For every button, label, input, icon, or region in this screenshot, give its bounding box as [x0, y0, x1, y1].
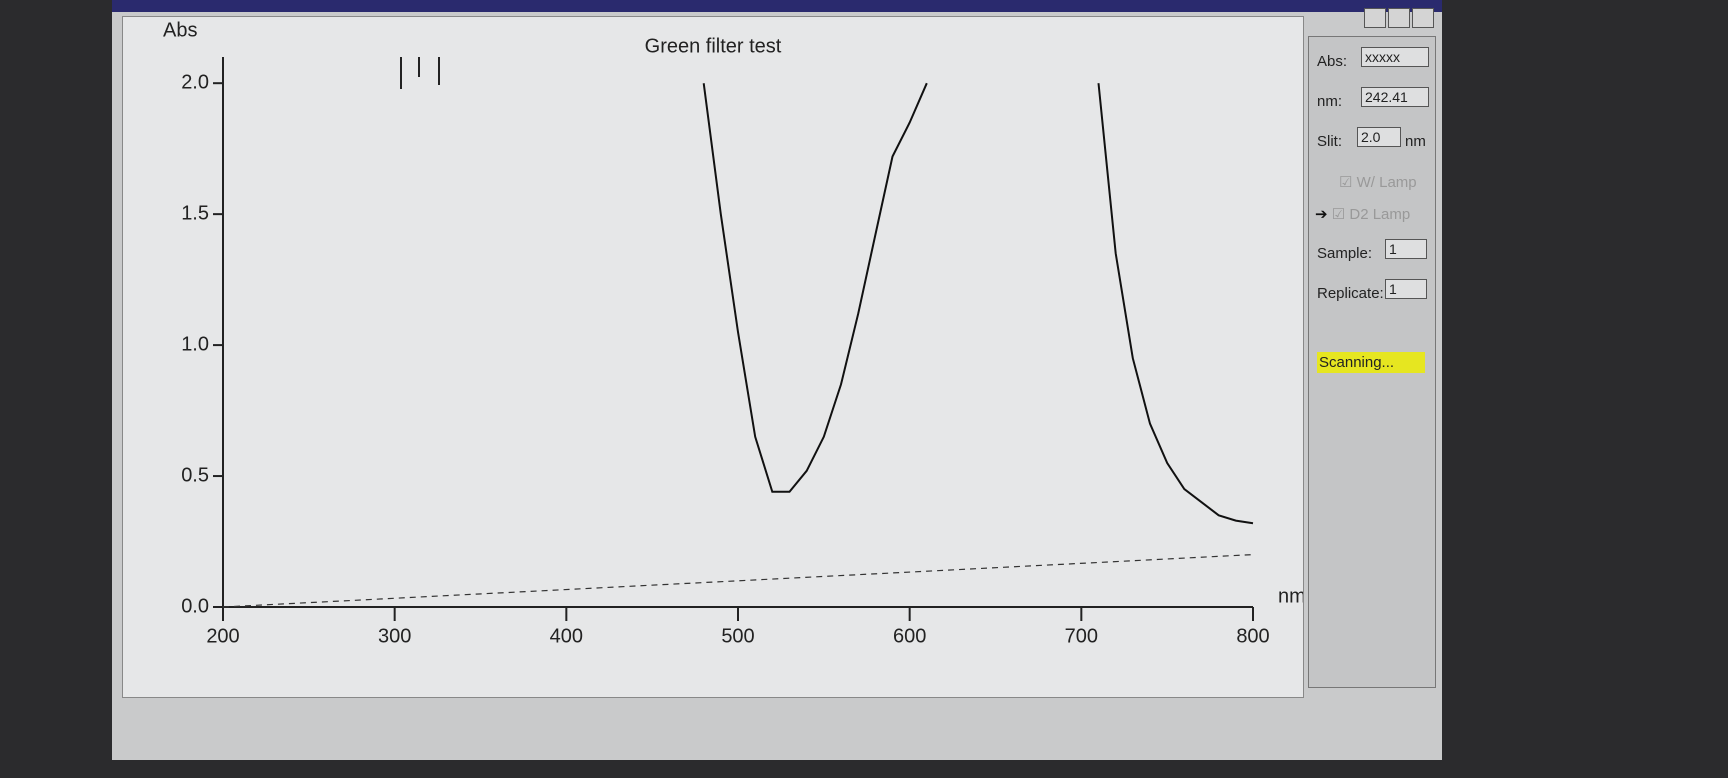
status-indicator: Scanning... [1317, 352, 1425, 373]
lamp-label: D2 Lamp [1349, 206, 1411, 223]
cursor-marks [400, 57, 440, 89]
x-tick-label: 400 [550, 625, 583, 647]
replicate-label: Replicate: [1317, 285, 1384, 302]
side-panel: Abs: xxxxx nm: 242.41 Slit: 2.0 nm ☑ W/ … [1308, 36, 1436, 688]
app-window: Green filter test Abs nm 0.0 0.5 1.0 1.5 2.0… [112, 0, 1442, 760]
y-tick-label: 2.0 [181, 71, 209, 93]
y-tick-label: 0.0 [181, 595, 209, 617]
x-tick-label: 300 [378, 625, 411, 647]
slit-field[interactable]: 2.0 [1357, 127, 1401, 147]
chart: Green filter test Abs nm 0.0 0.5 1.0 1.5 2.0… [122, 16, 1304, 698]
sample-label: Sample: [1317, 245, 1373, 262]
sample-field[interactable]: 1 [1385, 239, 1427, 259]
slit-unit: nm [1405, 133, 1426, 150]
x-axis-label: nm [1278, 585, 1304, 607]
minimize-button[interactable] [1364, 8, 1386, 28]
x-tick-label: 800 [1236, 625, 1269, 647]
x-tick-label: 500 [721, 625, 754, 647]
x-tick-label: 700 [1065, 625, 1098, 647]
x-tick-label: 600 [893, 625, 926, 647]
close-button[interactable] [1412, 8, 1434, 28]
abs-field: xxxxx [1361, 47, 1429, 67]
lamp-checkbox[interactable]: ➔ ☑ D2 Lamp [1315, 206, 1411, 223]
window-buttons [1364, 8, 1434, 28]
title-bar [112, 0, 1442, 12]
nm-label: nm: [1317, 93, 1343, 110]
slit-label: Slit: [1317, 133, 1343, 150]
y-tick-label: 1.0 [181, 333, 209, 355]
chart-title: Green filter test [645, 35, 782, 57]
baseline [222, 554, 1254, 608]
spectrum-line [702, 82, 1254, 525]
nm-field[interactable]: 242.41 [1361, 87, 1429, 107]
maximize-button[interactable] [1388, 8, 1410, 28]
lamp-label: W/ Lamp [1356, 174, 1417, 191]
y-tick-label: 0.5 [181, 464, 209, 486]
abs-label: Abs: [1317, 53, 1348, 70]
x-tick-label: 200 [206, 625, 239, 647]
y-tick-label: 1.5 [181, 202, 209, 224]
replicate-field[interactable]: 1 [1385, 279, 1427, 299]
y-axis-label: Abs [163, 19, 197, 41]
lamp-checkbox[interactable]: ☑ W/ Lamp [1339, 174, 1417, 191]
